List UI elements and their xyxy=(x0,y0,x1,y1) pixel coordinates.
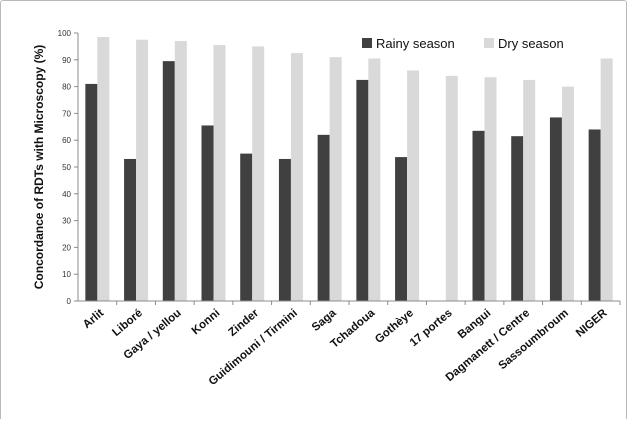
bar-dry-season xyxy=(136,39,149,301)
y-tick-label: 70 xyxy=(62,109,71,118)
bar-dry-season xyxy=(252,46,265,302)
bar-dry-season xyxy=(561,86,574,301)
x-tick-label: 17 portes xyxy=(408,307,455,349)
y-tick-label: 50 xyxy=(62,163,71,172)
bar-rainy-season xyxy=(395,157,408,301)
bar-rainy-season xyxy=(472,130,485,301)
bar-dry-season xyxy=(523,79,536,302)
y-axis-title: Concordance of RDTs with Microscopy (%) xyxy=(32,45,46,289)
x-tick-label: Zinder xyxy=(227,307,262,339)
bar-rainy-season xyxy=(85,83,98,301)
legend: Rainy season Dry season xyxy=(362,36,564,51)
bar-rainy-season xyxy=(588,129,601,301)
legend-swatch xyxy=(362,38,372,48)
x-tick-label: Saga xyxy=(310,307,339,334)
y-tick-label: 90 xyxy=(62,56,71,65)
bar-dry-season xyxy=(329,57,342,302)
y-tick-label: 100 xyxy=(58,29,72,38)
y-tick-label: 10 xyxy=(62,270,71,279)
y-tick-label: 30 xyxy=(62,217,71,226)
x-tick-label: Sassoumbroum xyxy=(497,307,571,372)
y-tick-label: 0 xyxy=(67,297,72,306)
bar-rainy-season xyxy=(201,125,214,302)
bar-rainy-season xyxy=(511,136,524,301)
x-tick-label: Arlit xyxy=(81,307,106,331)
legend-label: Rainy season xyxy=(376,36,455,51)
bar-dry-season xyxy=(213,45,226,302)
bar-dry-season xyxy=(97,37,110,302)
bar-rainy-season xyxy=(549,117,562,301)
x-tick-label: Konni xyxy=(190,307,223,337)
bar-rainy-season xyxy=(162,61,175,301)
bar-rainy-season xyxy=(124,158,137,301)
bar-rainy-season xyxy=(356,79,369,302)
legend-label: Dry season xyxy=(498,36,564,51)
y-tick-label: 20 xyxy=(62,243,71,252)
bar-rainy-season xyxy=(278,158,291,301)
bar-dry-season xyxy=(484,77,497,301)
y-tick-label: 40 xyxy=(62,190,71,199)
y-axis: 0 10 20 30 40 50 60 70 80 90 100 xyxy=(58,29,79,306)
bar-dry-season xyxy=(368,58,381,302)
y-tick-label: 80 xyxy=(62,83,71,92)
y-tick-label: 60 xyxy=(62,136,71,145)
bar-rainy-season xyxy=(240,153,253,301)
bars xyxy=(85,37,613,302)
bar-dry-season xyxy=(445,75,458,301)
bar-dry-season xyxy=(600,58,613,302)
x-tick-label: NIGER xyxy=(574,307,610,340)
x-tick-label: Liboré xyxy=(110,307,145,339)
legend-swatch xyxy=(484,38,494,48)
bar-rainy-season xyxy=(317,134,330,301)
bar-dry-season xyxy=(407,70,420,302)
x-tick-label: Bangui xyxy=(456,307,494,341)
bar-dry-season xyxy=(290,53,303,301)
bar-dry-season xyxy=(174,41,187,301)
